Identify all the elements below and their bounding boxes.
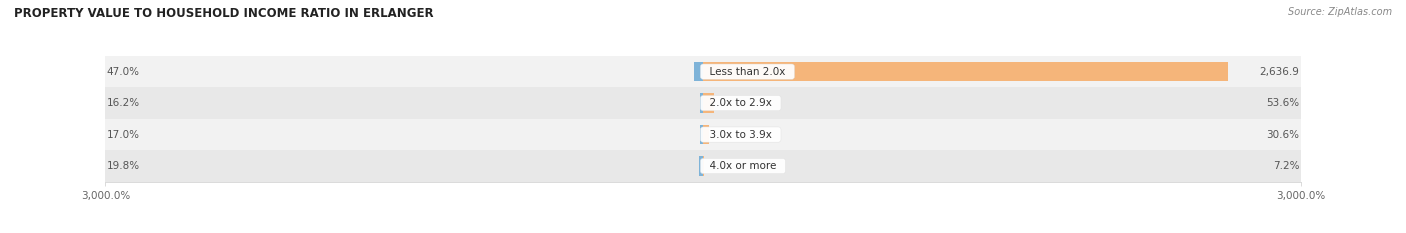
Text: 53.6%: 53.6% — [1267, 98, 1299, 108]
Bar — [703, 62, 1229, 81]
Bar — [693, 62, 703, 81]
Bar — [105, 119, 1301, 150]
Bar — [105, 87, 1301, 119]
Text: PROPERTY VALUE TO HOUSEHOLD INCOME RATIO IN ERLANGER: PROPERTY VALUE TO HOUSEHOLD INCOME RATIO… — [14, 7, 433, 20]
Text: 16.2%: 16.2% — [107, 98, 139, 108]
Text: Source: ZipAtlas.com: Source: ZipAtlas.com — [1288, 7, 1392, 17]
Bar — [105, 150, 1301, 182]
Bar — [700, 93, 703, 113]
Bar — [703, 125, 709, 144]
Text: 17.0%: 17.0% — [107, 130, 139, 140]
Bar — [105, 56, 1301, 87]
Text: Less than 2.0x: Less than 2.0x — [703, 67, 792, 77]
Text: 7.2%: 7.2% — [1272, 161, 1299, 171]
Text: 19.8%: 19.8% — [107, 161, 139, 171]
Text: 4.0x or more: 4.0x or more — [703, 161, 783, 171]
Text: 2,636.9: 2,636.9 — [1260, 67, 1299, 77]
Text: 2.0x to 2.9x: 2.0x to 2.9x — [703, 98, 779, 108]
Bar — [699, 156, 703, 176]
Text: 3.0x to 3.9x: 3.0x to 3.9x — [703, 130, 779, 140]
Text: 30.6%: 30.6% — [1267, 130, 1299, 140]
Bar — [703, 93, 714, 113]
Text: 47.0%: 47.0% — [107, 67, 139, 77]
Bar — [700, 125, 703, 144]
Bar — [703, 156, 704, 176]
